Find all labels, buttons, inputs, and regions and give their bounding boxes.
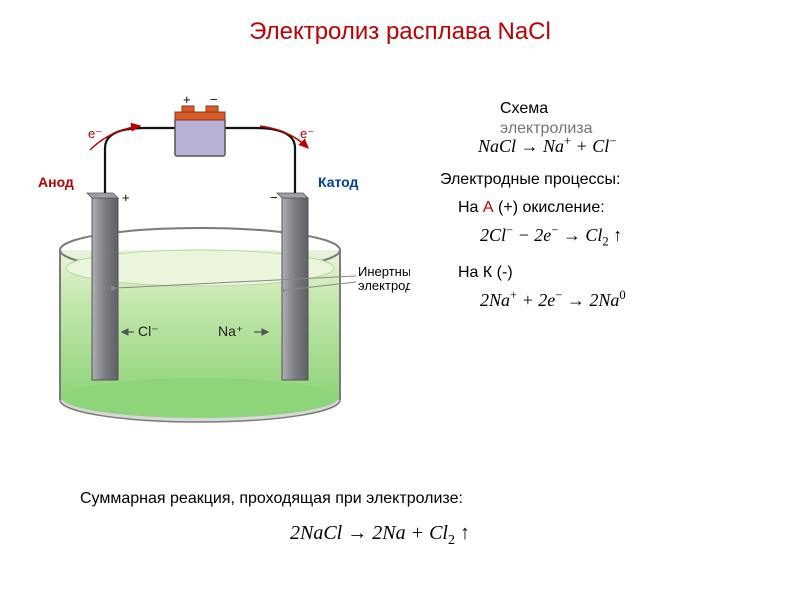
battery-plus: +	[183, 92, 191, 107]
anode-electrode	[92, 198, 118, 380]
anode-label: Анод	[38, 174, 74, 190]
wire-left	[105, 128, 175, 193]
inert-label-1: Инертные	[358, 264, 410, 279]
ion-cl: Cl⁻	[138, 323, 159, 339]
liquid-bottom-ellipse	[62, 378, 338, 418]
e-right: e⁻	[300, 126, 314, 141]
battery-body	[175, 118, 225, 156]
anode-top	[87, 193, 118, 198]
cathode-process-label: На К (-)	[458, 264, 780, 282]
inert-label-2: электроды	[358, 278, 410, 293]
scheme-label2: электролиза	[500, 120, 780, 138]
anode-equation: 2Cl− − 2e− → Cl2 ↑	[480, 223, 780, 250]
battery-minus: −	[210, 92, 218, 107]
cathode-minus: −	[270, 190, 278, 205]
scheme-label: Схема	[500, 100, 780, 118]
anode-plus: +	[122, 190, 130, 205]
cathode-equation: 2Na+ + 2e− → 2Na0	[480, 288, 780, 311]
cathode-top	[277, 193, 308, 198]
anode-process-label: На А (+) окисление:	[458, 199, 780, 217]
diagram-svg: + − e⁻ e⁻ + − Анод Катод Cl⁻ Na⁺ Инертны…	[30, 90, 410, 430]
cathode-label: Катод	[318, 174, 359, 190]
summary-label: Суммарная реакция, проходящая при электр…	[80, 490, 463, 508]
battery-top	[175, 112, 225, 120]
e-left: e⁻	[88, 126, 102, 141]
page-title: Электролиз расплава NaCl	[0, 18, 800, 46]
electrolysis-diagram: + − e⁻ e⁻ + − Анод Катод Cl⁻ Na⁺ Инертны…	[30, 90, 410, 435]
ion-na: Na⁺	[218, 323, 243, 339]
summary-equation: 2NaCl → 2Na + Cl2 ↑	[290, 522, 470, 549]
processes-label: Электродные процессы:	[440, 171, 780, 189]
wire-right	[225, 128, 295, 193]
right-column: Схема электролиза NaCl → Na+ + Cl− Элект…	[440, 100, 780, 325]
